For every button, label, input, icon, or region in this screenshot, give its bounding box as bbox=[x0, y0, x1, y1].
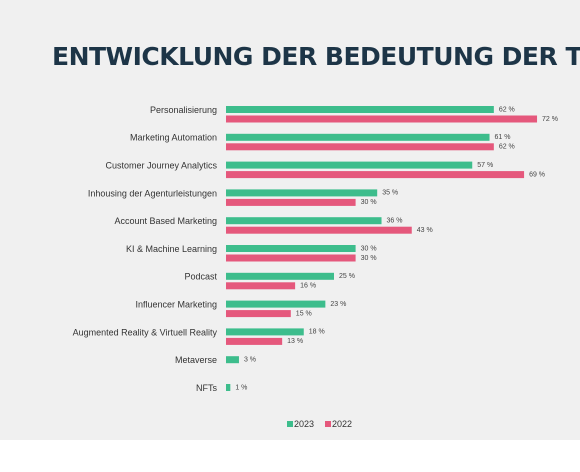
category-label: Influencer Marketing bbox=[135, 299, 217, 309]
value-label: 69 % bbox=[529, 171, 545, 178]
category-label: Customer Journey Analytics bbox=[105, 160, 217, 170]
legend-swatch bbox=[325, 421, 331, 427]
category-label: NFTs bbox=[196, 383, 217, 393]
value-label: 36 % bbox=[387, 218, 403, 225]
value-label: 30 % bbox=[361, 199, 377, 206]
category-label: Inhousing der Agenturleistungen bbox=[88, 188, 217, 198]
bar bbox=[226, 254, 356, 262]
bar bbox=[226, 217, 382, 225]
bar bbox=[226, 384, 231, 391]
bar bbox=[226, 133, 490, 141]
bar bbox=[226, 337, 283, 345]
category-label: Marketing Automation bbox=[130, 133, 217, 143]
category-label: KI & Machine Learning bbox=[126, 244, 217, 254]
value-label: 30 % bbox=[361, 245, 377, 252]
category-label: Personalisierung bbox=[150, 105, 217, 115]
bar bbox=[226, 198, 356, 206]
chart-title: ENTWICKLUNG DER BEDEUTUNG DER TRENDS bbox=[52, 42, 580, 71]
category-label: Augmented Reality & Virtuell Reality bbox=[73, 327, 218, 337]
bar bbox=[226, 106, 494, 113]
value-label: 30 % bbox=[361, 255, 377, 262]
value-label: 43 % bbox=[417, 227, 433, 234]
bar bbox=[226, 115, 538, 123]
bar bbox=[226, 161, 473, 169]
legend-label: 2022 bbox=[332, 419, 352, 429]
bar bbox=[226, 245, 356, 252]
bar bbox=[226, 328, 304, 336]
bar bbox=[226, 226, 412, 234]
value-label: 25 % bbox=[339, 273, 355, 280]
category-label: Podcast bbox=[184, 272, 217, 282]
value-label: 23 % bbox=[330, 301, 346, 308]
value-label: 35 % bbox=[382, 190, 398, 197]
value-label: 1 % bbox=[235, 384, 247, 391]
value-label: 62 % bbox=[499, 106, 515, 113]
value-label: 3 % bbox=[244, 357, 256, 364]
bar bbox=[226, 171, 525, 179]
category-label: Metaverse bbox=[175, 355, 217, 365]
value-label: 72 % bbox=[542, 116, 558, 123]
value-label: 61 % bbox=[495, 134, 511, 141]
bar bbox=[226, 189, 378, 197]
bar bbox=[226, 282, 296, 290]
value-label: 18 % bbox=[309, 329, 325, 336]
value-label: 13 % bbox=[287, 338, 303, 345]
bar bbox=[226, 310, 291, 318]
value-label: 16 % bbox=[300, 283, 316, 290]
value-label: 15 % bbox=[296, 310, 312, 317]
bar bbox=[226, 272, 334, 280]
value-label: 62 % bbox=[499, 144, 515, 151]
bar bbox=[226, 356, 239, 364]
value-label: 57 % bbox=[477, 162, 493, 169]
legend-label: 2023 bbox=[294, 419, 314, 429]
bar bbox=[226, 300, 326, 308]
legend-swatch bbox=[287, 421, 293, 427]
category-label: Account Based Marketing bbox=[114, 216, 217, 226]
bar bbox=[226, 143, 494, 151]
